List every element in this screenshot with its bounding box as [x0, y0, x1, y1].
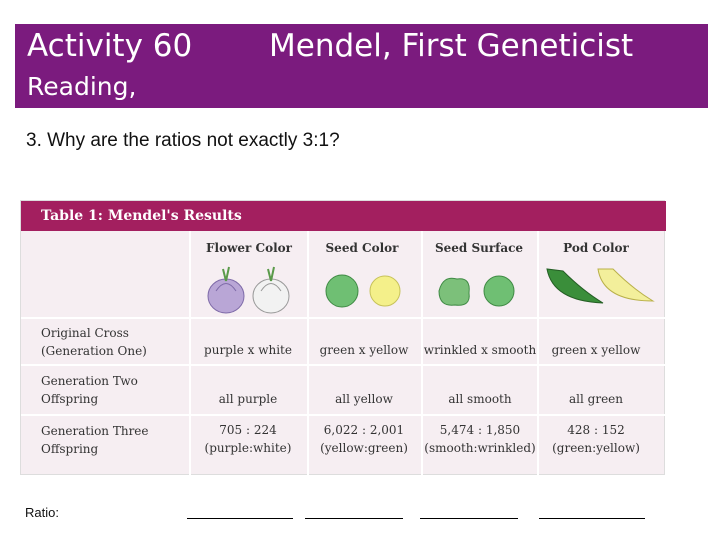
yellow-pod-icon	[597, 268, 655, 302]
smooth-seed-icon	[483, 275, 515, 307]
column-header-seed-surface: Seed Surface	[434, 241, 524, 255]
row-label-generation-two: Generation Two Offspring	[41, 374, 138, 406]
table-cell: purple x white	[204, 343, 292, 357]
table-cell: all yellow	[335, 392, 393, 406]
table-cell: 6,022 : 2,001 (yellow:green)	[320, 423, 408, 455]
white-flower-icon	[252, 266, 290, 314]
ratio-answer-line[interactable]	[420, 518, 518, 519]
title-banner: Activity 60 Mendel, First Geneticist Rea…	[15, 24, 708, 108]
table-cell: green x yellow	[319, 343, 409, 357]
row-label-original-cross: Original Cross (Generation One)	[41, 326, 147, 358]
page-subtitle: Reading,	[27, 72, 137, 101]
table-title: Table 1: Mendel's Results	[21, 201, 666, 231]
ratio-answer-line[interactable]	[539, 518, 645, 519]
table-cell: 5,474 : 1,850 (smooth:wrinkled)	[424, 423, 536, 455]
table-grid: Flower Color Seed Color Seed Surface Pod…	[21, 231, 666, 476]
column-header-pod-color: Pod Color	[563, 241, 629, 255]
grid-line	[307, 231, 309, 476]
column-header-flower-color: Flower Color	[206, 241, 292, 255]
mendel-results-table: Table 1: Mendel's Results Flower Color S…	[20, 200, 666, 476]
seed-color-illustration	[325, 274, 401, 308]
grid-line	[21, 364, 666, 366]
wrinkled-seed-icon	[438, 277, 470, 306]
grid-line	[21, 317, 666, 319]
ratio-label: Ratio:	[25, 505, 59, 520]
table-cell: green x yellow	[551, 343, 641, 357]
column-header-seed-color: Seed Color	[325, 241, 399, 255]
grid-line	[537, 231, 539, 476]
table-cell: 705 : 224 (purple:white)	[204, 423, 292, 455]
pod-illustration	[546, 268, 655, 304]
green-seed-icon	[325, 274, 359, 308]
green-pod-icon	[546, 268, 604, 304]
table-cell: wrinkled x smooth	[423, 343, 537, 357]
purple-flower-icon	[207, 266, 245, 314]
ratio-answer-line[interactable]	[187, 518, 293, 519]
table-cell: all purple	[218, 392, 278, 406]
table-cell: 428 : 152 (green:yellow)	[552, 423, 640, 455]
page-title: Mendel, First Geneticist	[269, 28, 634, 64]
flower-illustration	[207, 266, 290, 314]
activity-label: Activity 60	[27, 28, 193, 64]
grid-line	[189, 231, 191, 476]
yellow-seed-icon	[369, 275, 401, 307]
grid-line	[21, 414, 666, 416]
grid-line	[421, 231, 423, 476]
table-cell: all green	[569, 392, 623, 406]
ratio-answer-line[interactable]	[305, 518, 403, 519]
table-cell: all smooth	[448, 392, 512, 406]
question-text: 3. Why are the ratios not exactly 3:1?	[26, 130, 340, 151]
seed-surface-illustration	[438, 275, 515, 307]
row-label-generation-three: Generation Three Offspring	[41, 424, 149, 456]
